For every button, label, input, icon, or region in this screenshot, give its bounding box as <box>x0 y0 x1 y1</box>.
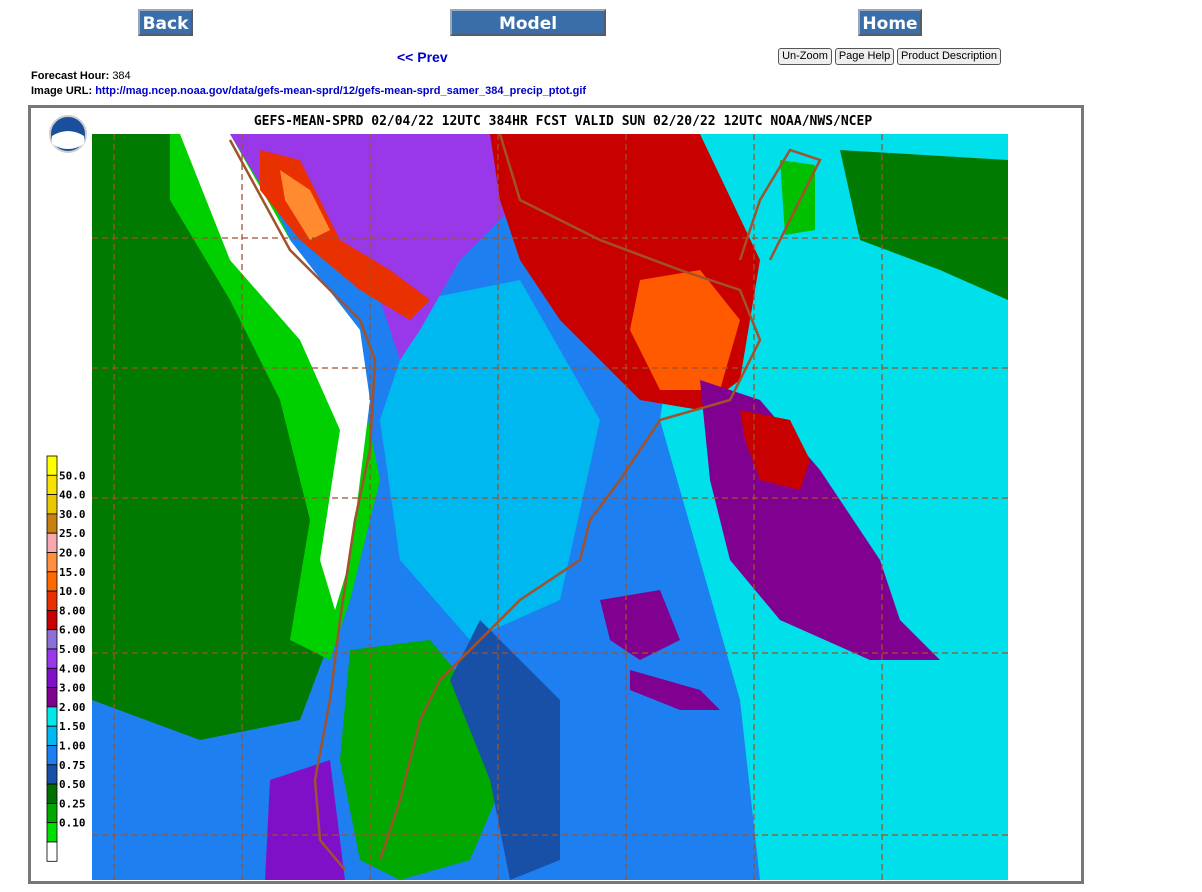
legend-label: 0.50 <box>59 778 86 791</box>
legend-swatch <box>46 687 58 708</box>
legend-label: 0.75 <box>59 759 86 772</box>
legend-swatch <box>46 455 58 476</box>
map-field <box>92 134 1008 880</box>
legend-swatch <box>46 474 58 495</box>
legend-label: 40.0 <box>59 489 86 502</box>
forecast-hour: Forecast Hour: 384 <box>31 70 131 82</box>
legend-label: 5.00 <box>59 643 86 656</box>
legend-swatch <box>46 494 58 515</box>
legend-swatch <box>46 571 58 592</box>
unzoom-button[interactable]: Un-Zoom <box>778 48 832 65</box>
legend-label: 1.00 <box>59 740 86 753</box>
legend-swatch <box>46 706 58 727</box>
image-url-link[interactable]: http://mag.ncep.noaa.gov/data/gefs-mean-… <box>95 85 587 97</box>
legend-label: 2.00 <box>59 701 86 714</box>
noaa-logo <box>49 115 87 153</box>
back-button[interactable]: Back <box>138 9 193 36</box>
product-description-button[interactable]: Product Description <box>897 48 1001 65</box>
legend-label: 1.50 <box>59 720 86 733</box>
legend-label: 0.25 <box>59 797 86 810</box>
legend-swatch <box>46 822 58 843</box>
legend-label: 50.0 <box>59 469 86 482</box>
image-url-label: Image URL: <box>31 85 93 97</box>
legend-swatch <box>46 803 58 824</box>
legend-label: 25.0 <box>59 527 86 540</box>
model-guidance-button[interactable]: Model Guidance <box>450 9 606 61</box>
home-button[interactable]: Home <box>858 9 922 36</box>
legend-swatch <box>46 667 58 688</box>
legend-label: 3.00 <box>59 682 86 695</box>
legend-label: 0.10 <box>59 817 86 830</box>
legend-swatch <box>46 629 58 650</box>
forecast-map: GEFS-MEAN-SPRD 02/04/22 12UTC 384HR FCST… <box>28 105 1084 884</box>
legend: 50.0 40.0 30.0 25.0 20.0 15.0 10.0 8.00 6.00 5.00… <box>46 455 86 862</box>
legend-label: 4.00 <box>59 662 86 675</box>
legend-label: 30.0 <box>59 508 86 521</box>
forecast-hour-value: 384 <box>112 70 131 82</box>
page-help-button[interactable]: Page Help <box>835 48 894 65</box>
legend-swatch <box>46 764 58 785</box>
legend-swatch <box>46 745 58 766</box>
legend-swatch <box>46 610 58 631</box>
map-title: GEFS-MEAN-SPRD 02/04/22 12UTC 384HR FCST… <box>254 114 872 129</box>
legend-swatch <box>46 532 58 553</box>
legend-swatch <box>46 841 58 862</box>
prev-link[interactable]: << Prev <box>397 49 448 65</box>
legend-swatch <box>46 648 58 669</box>
legend-swatch <box>46 513 58 534</box>
lat-lon-grid <box>92 134 1008 880</box>
legend-swatch <box>46 552 58 573</box>
legend-label: 20.0 <box>59 547 86 560</box>
legend-label: 6.00 <box>59 624 86 637</box>
forecast-hour-label: Forecast Hour: <box>31 70 110 82</box>
legend-swatch <box>46 725 58 746</box>
legend-label: 8.00 <box>59 604 86 617</box>
legend-swatch <box>46 783 58 804</box>
legend-swatch <box>46 590 58 611</box>
legend-label: 10.0 <box>59 585 86 598</box>
legend-label: 15.0 <box>59 566 86 579</box>
coastlines <box>228 133 822 871</box>
image-url: Image URL: http://mag.ncep.noaa.gov/data… <box>31 85 586 97</box>
